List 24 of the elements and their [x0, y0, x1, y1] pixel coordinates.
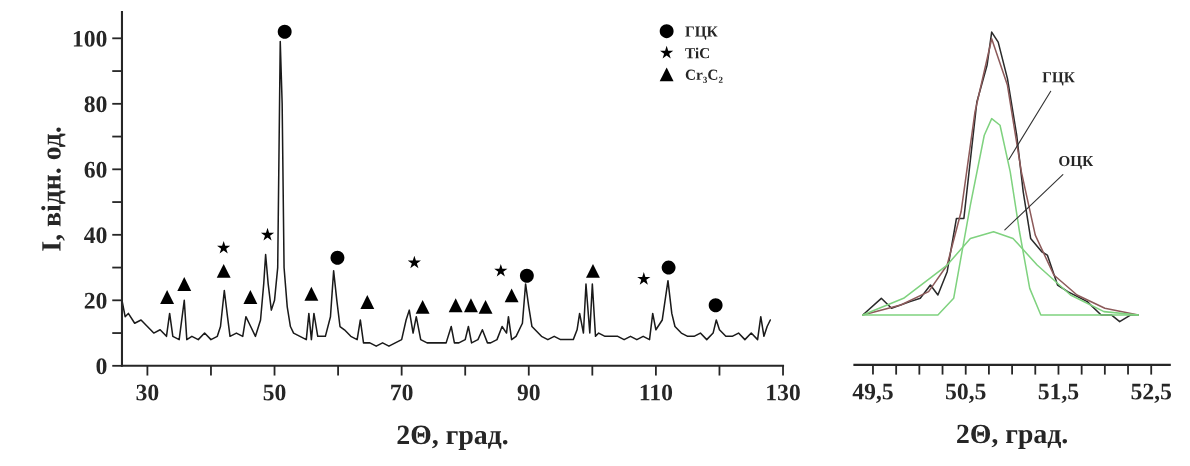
x-tick-label: 49,5	[852, 383, 893, 403]
y-axis-title: I, відн. од.	[41, 127, 66, 251]
annotation: ГЦК	[1042, 72, 1075, 86]
legend-label: Cr₃C₂	[685, 69, 723, 83]
x-tick-label: 51,5	[1038, 383, 1079, 403]
x-tick-label: 70	[391, 384, 413, 401]
x-tick-label: 90	[517, 384, 540, 401]
y-tick-label: 20	[84, 292, 107, 309]
y-tick-label: 40	[84, 227, 107, 244]
y-tick-label: 60	[84, 161, 107, 178]
x-tick-label: 130	[767, 384, 800, 401]
x-axis-title: 2Θ, град.	[957, 424, 1068, 449]
legend-label: TiC	[685, 47, 710, 59]
y-tick-label: 80	[84, 96, 107, 113]
x-tick-label: 50,5	[946, 383, 986, 403]
y-tick-label: 0	[96, 358, 107, 375]
x-tick-label: 52,5	[1131, 383, 1172, 403]
x-tick-label: 50	[263, 384, 286, 401]
y-tick-label: 100	[73, 30, 107, 47]
x-tick-label: 110	[640, 384, 673, 401]
x-tick-label: 30	[136, 384, 159, 401]
x-axis-title: 2Θ, град.	[397, 425, 508, 450]
legend-label: ГЦК	[685, 26, 718, 40]
annotation: ОЦК	[1059, 155, 1094, 170]
